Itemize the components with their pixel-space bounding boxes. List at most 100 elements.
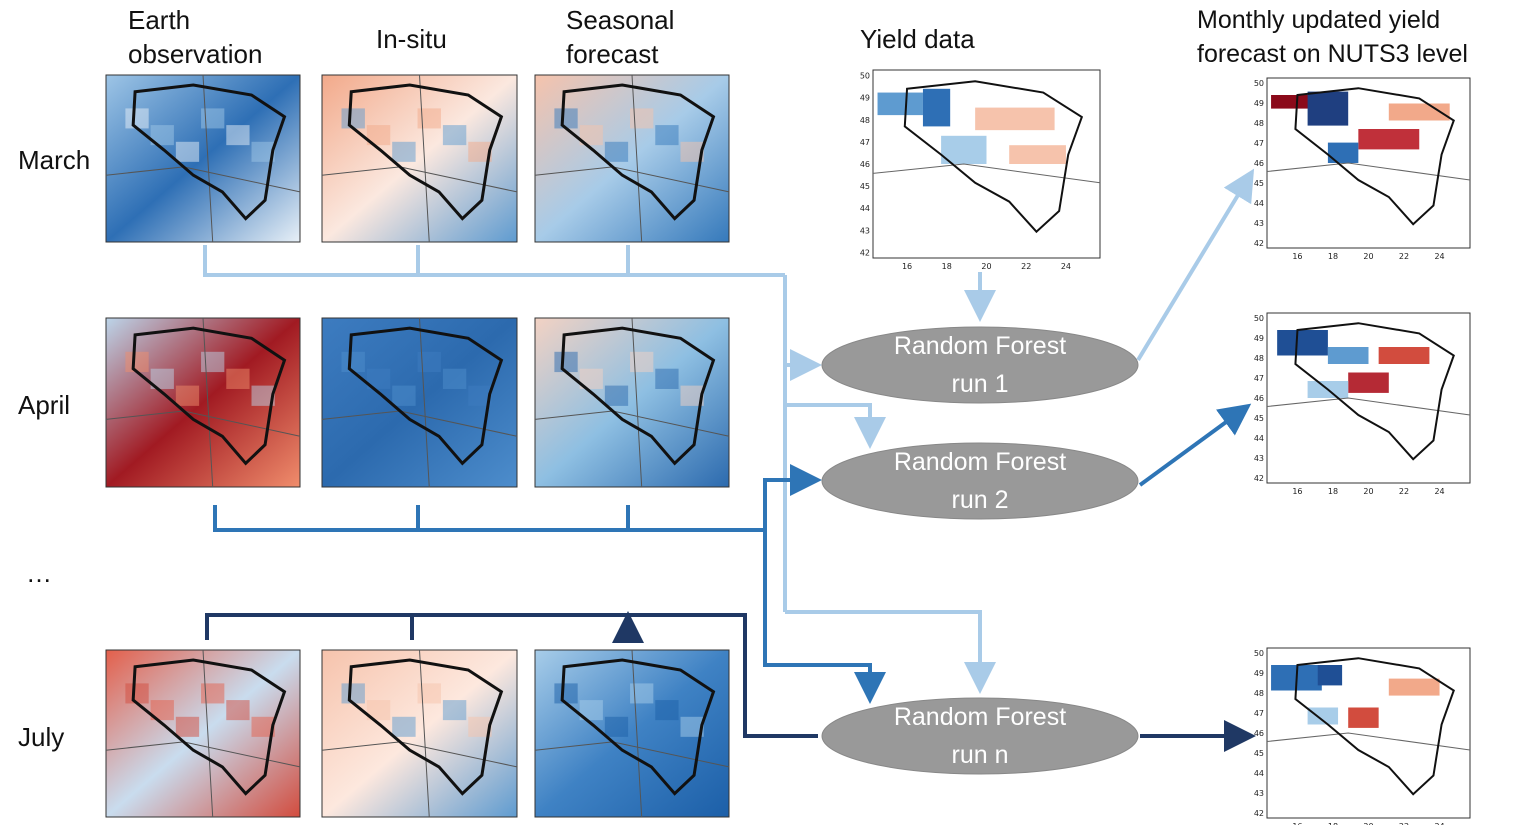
x-tick-label: 24 [1434,252,1444,261]
map-cell [418,108,441,128]
column-header: Monthly updated yield forecast on NUTS3 … [1197,3,1527,71]
y-tick-label: 49 [1254,669,1264,678]
y-tick-label: 50 [1254,314,1264,323]
y-tick-label: 44 [860,204,870,213]
y-tick-label: 45 [1254,414,1264,423]
model-label: Random Forest run 1 [880,327,1080,403]
map-cell [605,386,628,406]
region [1348,708,1378,728]
column-header: Earth observation [128,3,298,71]
maps: 50 49 48 47 46 45 44 43 42 16 18 20 22 24 50 49 48 47 46 45… [106,70,1470,825]
y-tick-label: 46 [860,160,870,169]
region [1328,143,1358,163]
y-tick-label: 50 [860,72,870,81]
map-cell [392,142,415,162]
y-tick-label: 45 [1254,749,1264,758]
map-cell [342,683,365,703]
region [1271,95,1312,109]
map-cell [443,700,466,720]
x-tick-label: 18 [942,262,952,271]
x-tick-label: 20 [1363,252,1373,261]
region [1348,373,1389,393]
y-tick-label: 46 [1254,159,1264,168]
map-cell [655,125,678,145]
map-cell [443,125,466,145]
map-cell [443,369,466,389]
y-tick-label: 43 [1254,789,1264,798]
map-cell [630,108,653,128]
map-cell [226,700,249,720]
y-tick-label: 49 [1254,99,1264,108]
map-cell [342,108,365,128]
y-tick-label: 44 [1254,769,1264,778]
region [1308,708,1338,725]
map-cell [226,125,249,145]
y-tick-label: 50 [1254,79,1264,88]
y-tick-label: 42 [1254,809,1264,818]
map-cell [392,717,415,737]
x-tick-label: 24 [1434,487,1444,496]
row-label: April [18,388,70,422]
region [1328,347,1369,364]
y-tick-label: 46 [1254,729,1264,738]
y-tick-label: 47 [860,138,870,147]
x-tick-label: 16 [1292,252,1302,261]
map-cell [630,683,653,703]
map-cell [176,386,199,406]
map-cell [392,386,415,406]
x-tick-label: 16 [902,262,912,271]
map-cell [418,352,441,372]
map-cell [176,142,199,162]
region [1358,129,1419,149]
map-cell [605,717,628,737]
x-tick-label: 22 [1021,262,1031,271]
model-label: Random Forest run 2 [880,443,1080,519]
map-cell [176,717,199,737]
y-tick-label: 42 [1254,474,1264,483]
region [878,93,923,116]
x-tick-label: 22 [1399,487,1409,496]
region [975,108,1054,131]
y-tick-label: 44 [1254,434,1264,443]
map-cell [125,683,148,703]
model-label: Random Forest run n [880,698,1080,774]
column-header: Seasonal forecast [566,3,706,71]
region [1308,92,1349,126]
region [1318,665,1342,685]
region [1009,145,1066,164]
y-tick-label: 42 [860,248,870,257]
map-cell [226,369,249,389]
map-cell [630,352,653,372]
row-label: March [18,143,90,177]
y-tick-label: 49 [1254,334,1264,343]
map-cell [125,108,148,128]
map-cell [342,352,365,372]
map-cell [554,108,577,128]
column-header: In-situ [376,22,447,56]
map-cell [201,683,224,703]
region [923,89,950,127]
x-tick-label: 16 [1292,487,1302,496]
region [1389,679,1440,696]
y-tick-label: 49 [860,94,870,103]
map-cell [655,369,678,389]
x-tick-label: 20 [981,262,991,271]
row-label: July [18,720,64,754]
map-cell [554,683,577,703]
x-tick-label: 18 [1328,252,1338,261]
y-tick-label: 43 [1254,454,1264,463]
map-cell [605,142,628,162]
y-tick-label: 44 [1254,199,1264,208]
y-tick-label: 45 [1254,179,1264,188]
x-tick-label: 24 [1061,262,1071,271]
y-tick-label: 47 [1254,139,1264,148]
map-cell [418,683,441,703]
map-cell [201,108,224,128]
y-tick-label: 45 [860,182,870,191]
x-tick-label: 22 [1399,252,1409,261]
y-tick-label: 48 [1254,119,1264,128]
y-tick-label: 43 [1254,219,1264,228]
y-tick-label: 48 [1254,354,1264,363]
y-tick-label: 47 [1254,709,1264,718]
x-tick-label: 18 [1328,487,1338,496]
